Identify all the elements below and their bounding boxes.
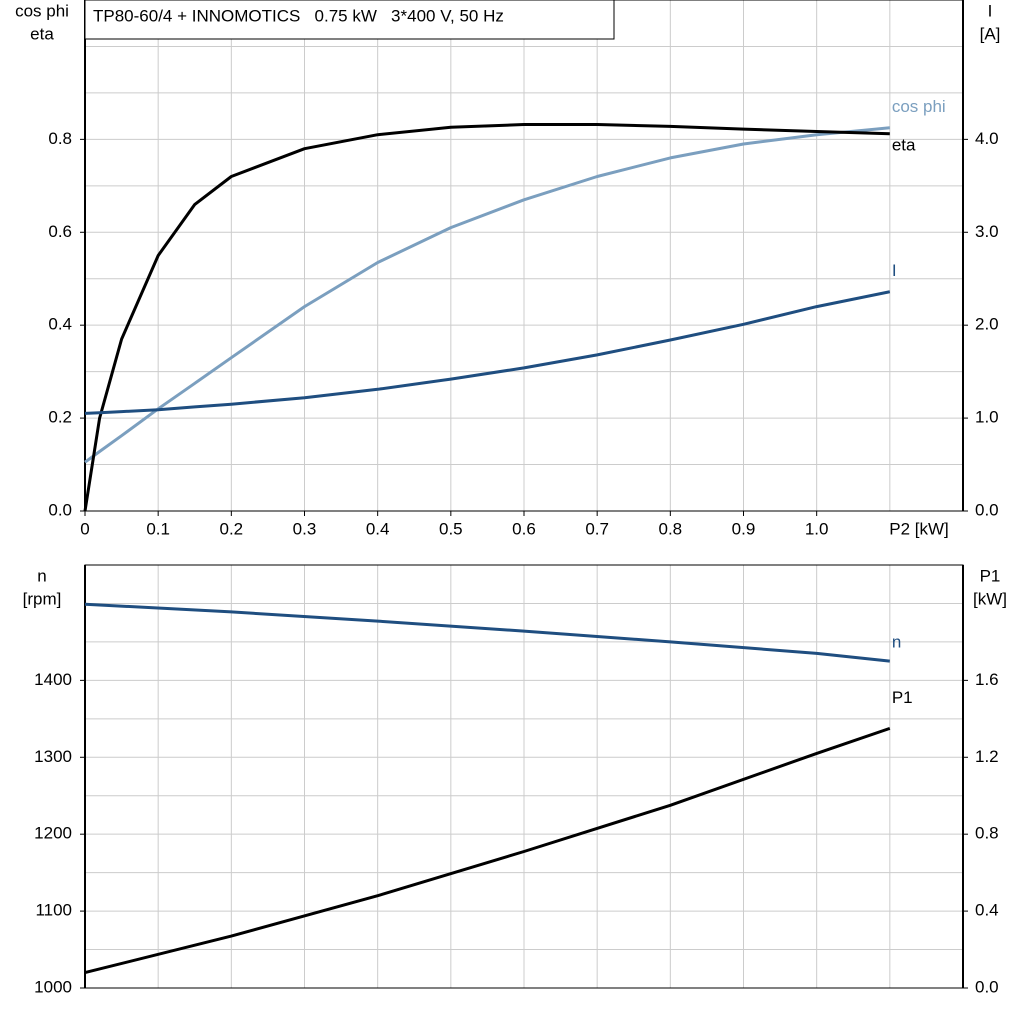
y-tick-label: 1400 xyxy=(34,670,72,689)
series-line xyxy=(84,726,891,975)
y2-tick-label: 0.4 xyxy=(975,901,999,920)
series-line xyxy=(84,290,891,415)
y-tick-label: 1200 xyxy=(34,824,72,843)
y-tick-label: 1000 xyxy=(34,977,72,996)
series-label: n xyxy=(892,633,901,652)
y-tick-label: 1300 xyxy=(34,747,72,766)
x-axis-label: P2 [kW] xyxy=(889,519,949,538)
x-tick-label: 0 xyxy=(80,519,89,538)
y2-tick-label: 0.0 xyxy=(975,977,999,996)
y-tick-label: 1100 xyxy=(35,901,72,920)
y-tick-label: 0.8 xyxy=(48,129,72,148)
series-label: eta xyxy=(892,135,916,154)
y-axis-label: eta xyxy=(30,24,54,43)
y2-axis-label: [kW] xyxy=(973,589,1007,608)
y-axis-label: [rpm] xyxy=(23,589,62,608)
y2-tick-label: 3.0 xyxy=(975,222,999,241)
x-tick-label: 0.4 xyxy=(366,519,390,538)
x-tick-label: 0.3 xyxy=(293,519,317,538)
y2-tick-label: 2.0 xyxy=(975,315,999,334)
y2-tick-label: 4.0 xyxy=(975,129,999,148)
y2-tick-label: 1.6 xyxy=(975,670,999,689)
series-line xyxy=(84,126,890,464)
series-label: P1 xyxy=(892,688,913,707)
series-line xyxy=(84,602,890,663)
y2-tick-label: 1.0 xyxy=(975,408,999,427)
y2-tick-label: 0.0 xyxy=(975,500,999,519)
x-tick-label: 1.0 xyxy=(805,519,829,538)
y-tick-label: 0.4 xyxy=(48,315,72,334)
x-tick-label: 0.2 xyxy=(220,519,244,538)
y-axis-label: cos phi xyxy=(15,1,69,20)
x-tick-label: 0.8 xyxy=(659,519,683,538)
y2-axis-label: [A] xyxy=(980,24,1001,43)
y2-tick-label: 0.8 xyxy=(975,824,999,843)
x-tick-label: 0.6 xyxy=(512,519,536,538)
x-tick-label: 0.1 xyxy=(146,519,170,538)
x-tick-label: 0.9 xyxy=(732,519,756,538)
y-tick-label: 0.2 xyxy=(48,408,72,427)
x-tick-label: 0.7 xyxy=(585,519,609,538)
series-line xyxy=(83,123,890,512)
series-label: I xyxy=(892,261,897,280)
x-tick-label: 0.5 xyxy=(439,519,463,538)
chart-title: TP80-60/4 + INNOMOTICS 0.75 kW 3*400 V, … xyxy=(93,6,504,25)
y2-tick-label: 1.2 xyxy=(975,747,999,766)
title-box xyxy=(84,0,615,40)
y2-axis-label: P1 xyxy=(980,566,1001,585)
y-tick-label: 0.6 xyxy=(48,222,72,241)
y2-axis-label: I xyxy=(988,1,993,20)
y-axis-label: n xyxy=(37,566,46,585)
y-tick-label: 0.0 xyxy=(48,500,72,519)
series-label: cos phi xyxy=(892,97,946,116)
